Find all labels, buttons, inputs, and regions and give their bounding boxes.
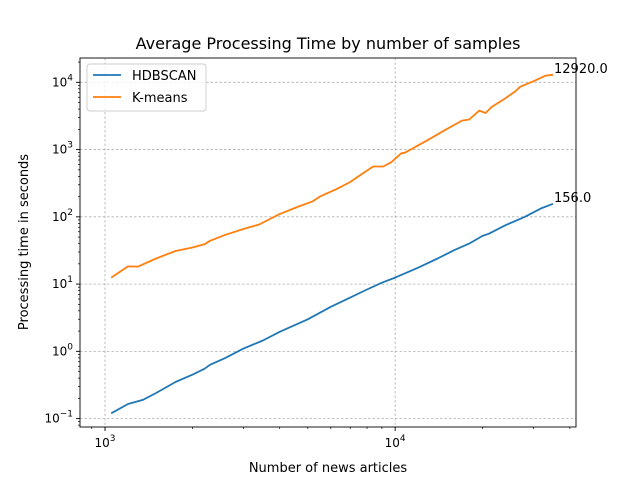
end-label-kmeans: 12920.0	[554, 62, 608, 77]
chart-title: Average Processing Time by number of sam…	[136, 34, 521, 53]
y-tick-label: 103	[52, 141, 73, 157]
legend-label-hdbscan: HDBSCAN	[132, 69, 196, 84]
y-tick-label: 100	[52, 342, 73, 358]
y-axis-label: Processing time in seconds	[17, 154, 32, 330]
y-tick-label: 104	[52, 73, 73, 89]
grid	[80, 58, 576, 427]
x-axis: 103 104	[91, 427, 571, 450]
y-tick-label: 101	[52, 275, 73, 291]
end-labels: 156.0 12920.0	[554, 62, 608, 206]
legend: HDBSCAN K-means	[86, 63, 207, 112]
y-tick-label: 10−1	[44, 410, 73, 426]
x-tick-label: 103	[94, 434, 115, 450]
series-line-kmeans	[110, 73, 554, 279]
x-tick-label: 104	[385, 434, 406, 450]
y-tick-label: 102	[52, 208, 73, 224]
legend-label-kmeans: K-means	[132, 91, 188, 106]
y-axis: 10−1 100 101 102 103 104	[44, 61, 80, 426]
axes-frame	[79, 57, 577, 428]
series-line-hdbscan	[110, 202, 554, 415]
x-axis-label: Number of news articles	[249, 461, 408, 476]
end-label-hdbscan: 156.0	[554, 191, 591, 206]
plot-area	[110, 73, 554, 415]
